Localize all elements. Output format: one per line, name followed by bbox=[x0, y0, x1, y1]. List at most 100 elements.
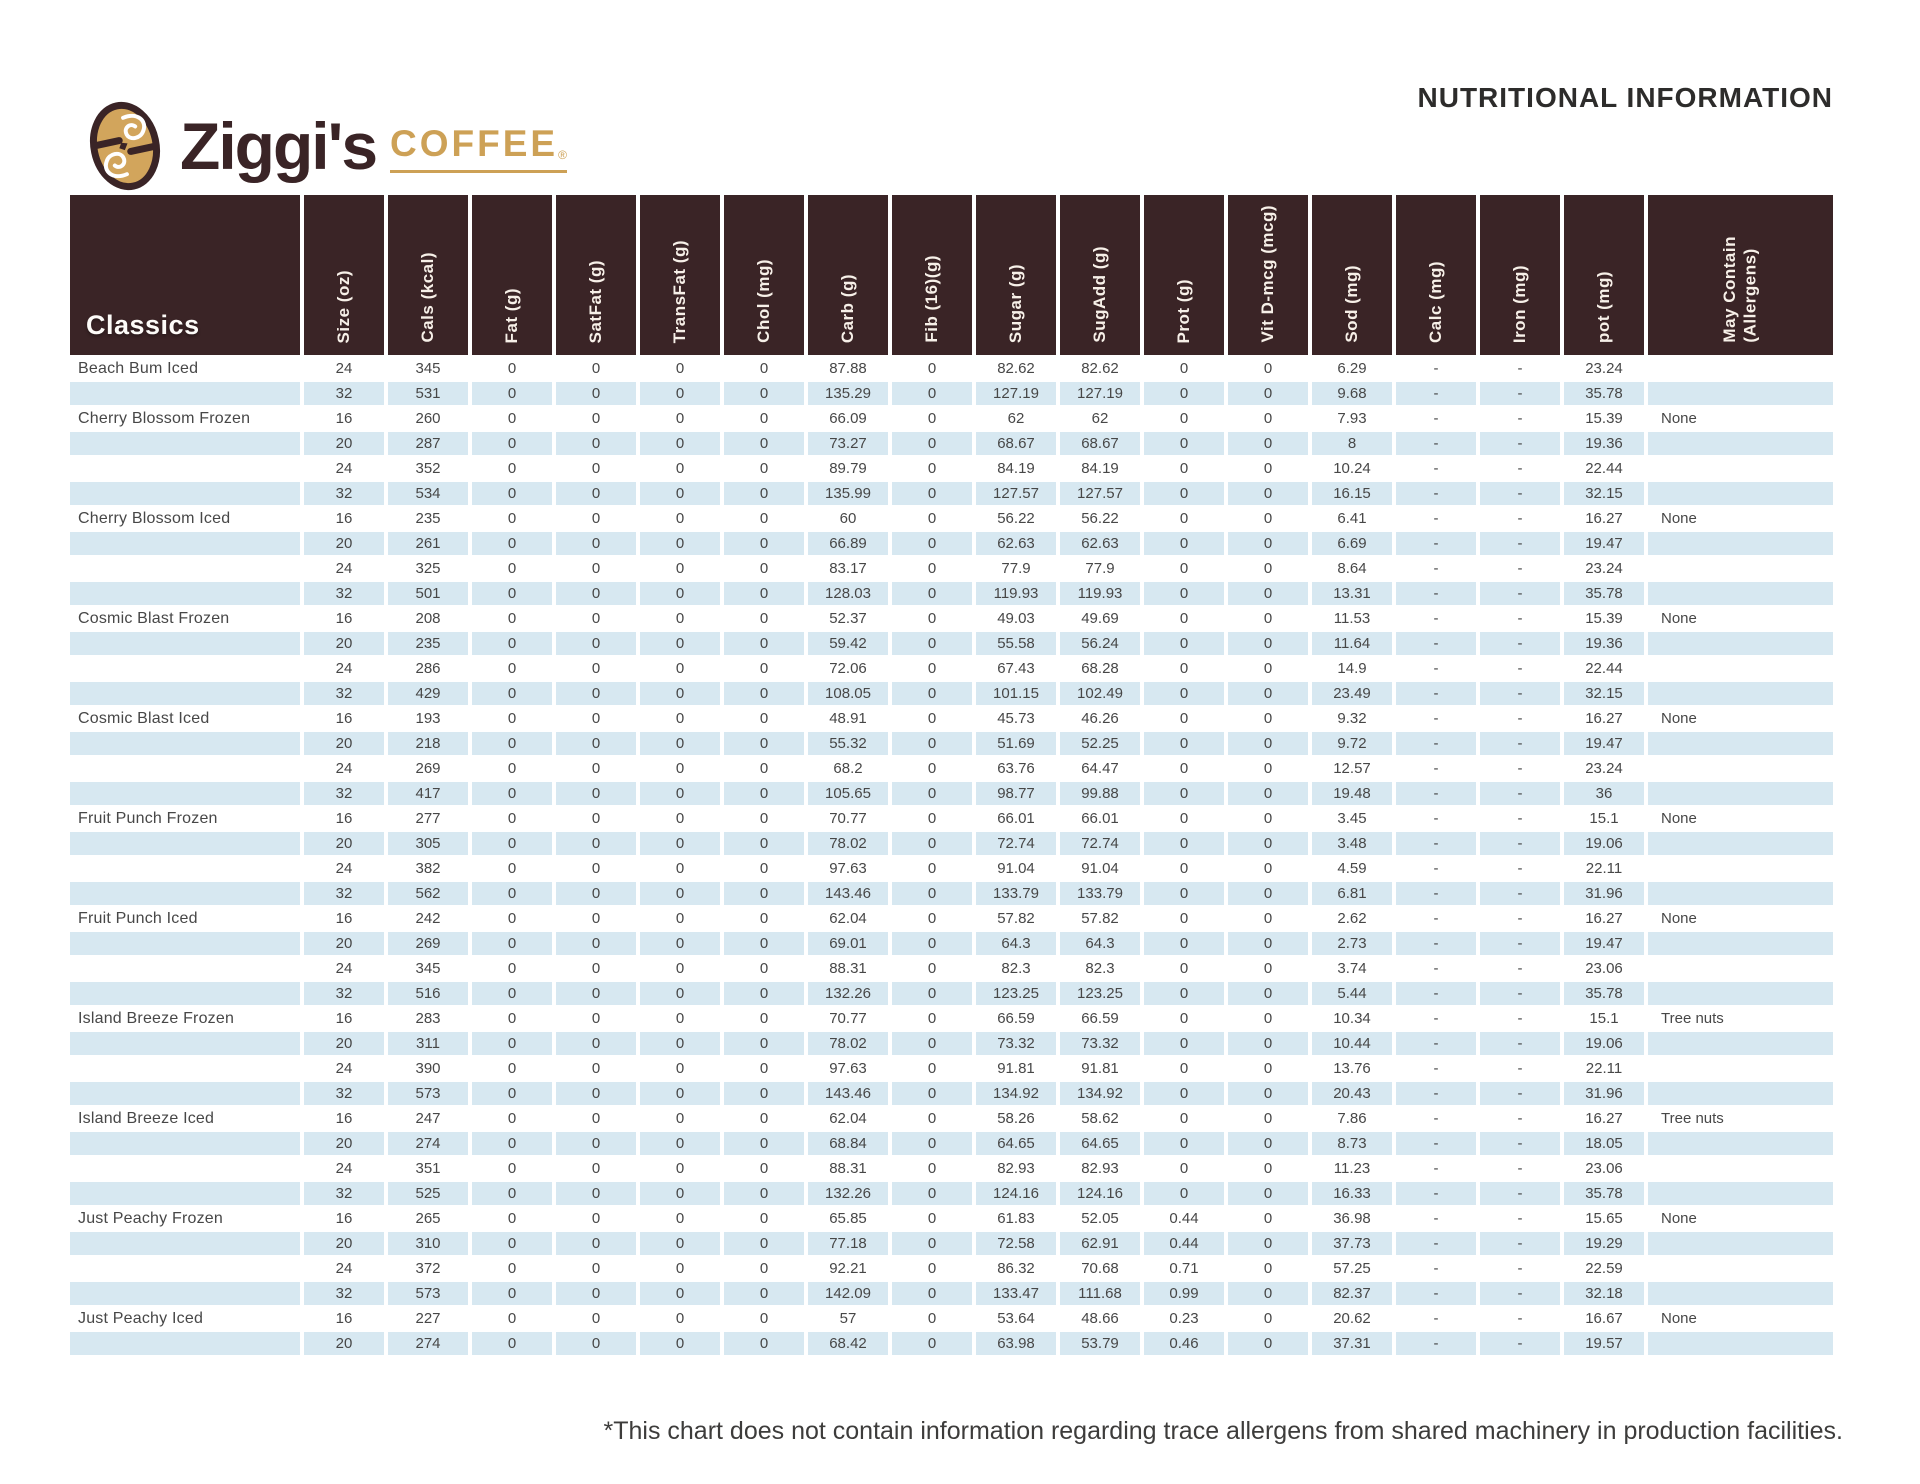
allergen-cell: None bbox=[1661, 1210, 1697, 1227]
value-cell: 0 bbox=[1179, 610, 1189, 627]
drink-name-cell bbox=[70, 832, 300, 855]
value-cell: - bbox=[1517, 1060, 1523, 1077]
value-cell: - bbox=[1396, 682, 1476, 705]
value-cell: 0 bbox=[927, 460, 937, 477]
value-cell: 372 bbox=[415, 1260, 441, 1277]
value-cell: 6.29 bbox=[1337, 360, 1367, 377]
value-cell: - bbox=[1480, 632, 1560, 655]
value-cell: 0 bbox=[1263, 710, 1273, 727]
allergen-cell: None bbox=[1661, 910, 1697, 927]
column-header: Carb (g) bbox=[808, 195, 888, 355]
allergen-cell bbox=[1648, 532, 1833, 555]
value-cell: 0 bbox=[556, 832, 636, 855]
drink-name-cell: Beach Bum Iced bbox=[78, 359, 199, 377]
column-header: Fat (g) bbox=[472, 195, 552, 355]
value-cell: 0 bbox=[640, 682, 720, 705]
allergen-cell bbox=[1648, 1232, 1833, 1255]
table-row: Cherry Blossom Frozen 16 260 0 0 0 0 66.09 0 62 62… bbox=[70, 407, 1833, 430]
value-cell: 0 bbox=[591, 560, 601, 577]
value-cell: 134.92 bbox=[976, 1082, 1056, 1105]
value-cell: 143.46 bbox=[808, 1082, 888, 1105]
allergen-cell bbox=[1648, 882, 1833, 905]
value-cell: 8.73 bbox=[1312, 1132, 1392, 1155]
value-cell: 66.59 bbox=[1081, 1010, 1119, 1027]
value-cell: 20 bbox=[304, 1032, 384, 1055]
value-cell: 0 bbox=[1228, 1032, 1308, 1055]
column-header-label: May Contain (Allergens) bbox=[1720, 236, 1760, 343]
value-cell: 0 bbox=[724, 1132, 804, 1155]
value-cell: 31.96 bbox=[1564, 1082, 1644, 1105]
column-header-label: Size (oz) bbox=[333, 269, 353, 343]
value-cell: 67.43 bbox=[997, 660, 1035, 677]
value-cell: 82.37 bbox=[1312, 1282, 1392, 1305]
value-cell: 0 bbox=[892, 1182, 972, 1205]
value-cell: - bbox=[1517, 1110, 1523, 1127]
value-cell: 0 bbox=[556, 582, 636, 605]
value-cell: 70.77 bbox=[829, 810, 867, 827]
value-cell: 22.44 bbox=[1585, 460, 1623, 477]
value-cell: 24 bbox=[335, 960, 353, 977]
value-cell: 0 bbox=[1263, 1010, 1273, 1027]
value-cell: 35.78 bbox=[1564, 982, 1644, 1005]
allergen-cell bbox=[1648, 1057, 1833, 1080]
allergen-cell bbox=[1648, 1332, 1833, 1355]
value-cell: 22.11 bbox=[1585, 1060, 1623, 1077]
value-cell: 345 bbox=[415, 360, 441, 377]
value-cell: 0 bbox=[675, 360, 685, 377]
value-cell: - bbox=[1480, 482, 1560, 505]
value-cell: 0 bbox=[1228, 1332, 1308, 1355]
value-cell: 82.3 bbox=[1085, 960, 1115, 977]
table-row: 32 573 0 0 0 0 142.09 0 133.47 111.68 0.99 0 82.37- -… bbox=[70, 1282, 1833, 1305]
column-header-label: Fat (g) bbox=[501, 287, 521, 343]
drink-name-cell bbox=[70, 782, 300, 805]
value-cell: 24 bbox=[335, 1060, 353, 1077]
drink-name-cell bbox=[70, 982, 300, 1005]
value-cell: 35.78 bbox=[1564, 1182, 1644, 1205]
allergen-cell bbox=[1648, 457, 1833, 480]
value-cell: 247 bbox=[415, 1110, 441, 1127]
allergen-cell bbox=[1648, 932, 1833, 955]
value-cell: 20 bbox=[304, 632, 384, 655]
value-cell: 36.98 bbox=[1333, 1210, 1371, 1227]
value-cell: 68.28 bbox=[1081, 660, 1119, 677]
value-cell: 0 bbox=[507, 410, 517, 427]
value-cell: 193 bbox=[415, 710, 441, 727]
drink-name-cell: Island Breeze Iced bbox=[78, 1109, 215, 1127]
allergen-cell bbox=[1648, 1257, 1833, 1280]
column-header: Sugar (g) bbox=[976, 195, 1056, 355]
value-cell: 11.23 bbox=[1333, 1160, 1371, 1177]
table-row: 32 429 0 0 0 0 108.05 0 101.15 102.49 0 0 23.49- -32.… bbox=[70, 682, 1833, 705]
value-cell: 0 bbox=[640, 532, 720, 555]
value-cell: 0 bbox=[472, 582, 552, 605]
value-cell: 0 bbox=[472, 382, 552, 405]
value-cell: - bbox=[1396, 932, 1476, 955]
value-cell: 16 bbox=[335, 410, 353, 427]
column-header-classics: Classics bbox=[70, 195, 300, 355]
value-cell: - bbox=[1517, 610, 1523, 627]
value-cell: 101.15 bbox=[976, 682, 1056, 705]
value-cell: 132.26 bbox=[808, 1182, 888, 1205]
brand-product-label: COFFEE bbox=[390, 123, 559, 164]
value-cell: 0 bbox=[724, 432, 804, 455]
value-cell: 531 bbox=[388, 382, 468, 405]
value-cell: 0 bbox=[759, 1010, 769, 1027]
value-cell: - bbox=[1480, 682, 1560, 705]
value-cell: 0 bbox=[1263, 860, 1273, 877]
value-cell: - bbox=[1396, 832, 1476, 855]
value-cell: 119.93 bbox=[1060, 582, 1140, 605]
value-cell: 0 bbox=[927, 1310, 937, 1327]
value-cell: 305 bbox=[388, 832, 468, 855]
value-cell: 0 bbox=[1144, 882, 1224, 905]
value-cell: 19.06 bbox=[1564, 1032, 1644, 1055]
value-cell: - bbox=[1517, 1310, 1523, 1327]
value-cell: 32 bbox=[304, 1182, 384, 1205]
value-cell: 0 bbox=[556, 632, 636, 655]
column-header: SugAdd (g) bbox=[1060, 195, 1140, 355]
value-cell: 261 bbox=[388, 532, 468, 555]
value-cell: - bbox=[1517, 960, 1523, 977]
value-cell: 73.27 bbox=[808, 432, 888, 455]
value-cell: 0.99 bbox=[1144, 1282, 1224, 1305]
allergen-cell bbox=[1648, 632, 1833, 655]
value-cell: - bbox=[1480, 882, 1560, 905]
column-header: Chol (mg) bbox=[724, 195, 804, 355]
